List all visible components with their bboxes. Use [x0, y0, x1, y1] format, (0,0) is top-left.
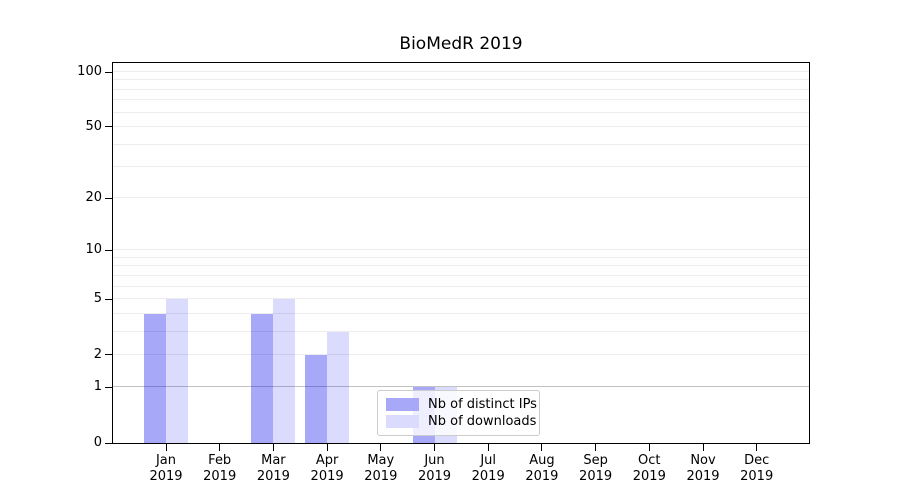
x-tick-label: Aug 2019 — [525, 453, 559, 484]
legend-item-distinct-ips: Nb of distinct IPs — [386, 396, 537, 413]
legend-swatch-downloads — [386, 415, 419, 428]
gridline — [113, 249, 809, 251]
gridline — [113, 285, 809, 287]
gridline — [113, 166, 809, 167]
y-tick — [105, 442, 112, 444]
y-tick — [105, 298, 112, 300]
y-tick — [105, 126, 112, 128]
gridline — [113, 197, 809, 199]
x-tick — [702, 444, 704, 451]
gridline-major — [113, 386, 809, 388]
legend-swatch-distinct-ips — [386, 398, 419, 411]
y-tick-label: 20 — [85, 190, 102, 206]
x-tick — [380, 444, 382, 451]
y-tick — [105, 354, 112, 356]
x-tick-label: Oct 2019 — [632, 453, 666, 484]
x-tick — [648, 444, 650, 451]
bars-layer — [113, 63, 809, 443]
x-tick-label: Apr 2019 — [310, 453, 344, 484]
legend-label-downloads: Nb of downloads — [428, 414, 537, 429]
gridline — [113, 274, 809, 276]
bar-distinct-ips — [144, 313, 166, 443]
y-tick-label: 0 — [93, 435, 102, 450]
x-tick-label: May 2019 — [364, 453, 398, 484]
gridline — [113, 99, 809, 101]
x-tick — [595, 444, 597, 451]
bar-downloads — [166, 299, 188, 443]
y-tick-label: 5 — [93, 291, 102, 306]
x-tick-label: Dec 2019 — [740, 453, 774, 484]
legend-item-downloads: Nb of downloads — [386, 413, 536, 430]
gridline — [113, 298, 809, 299]
gridline — [113, 330, 809, 332]
gridline — [113, 265, 809, 267]
gridline — [113, 256, 809, 258]
gridline — [113, 143, 809, 145]
bar-downloads — [327, 331, 350, 443]
y-tick — [105, 386, 112, 388]
gridline — [113, 111, 809, 113]
x-tick-label: Jun 2019 — [417, 453, 452, 484]
bar-distinct-ips — [305, 354, 328, 443]
x-tick-label: Jan 2019 — [149, 453, 183, 484]
gridline — [113, 88, 809, 90]
gridline — [113, 79, 809, 81]
legend: Nb of distinct IPs Nb of downloads — [377, 390, 540, 436]
bar-downloads — [273, 299, 296, 443]
x-tick — [541, 444, 543, 451]
x-tick — [219, 444, 221, 451]
x-tick-label: Nov 2019 — [686, 453, 720, 484]
y-tick — [105, 71, 112, 73]
x-tick — [165, 444, 167, 451]
gridline — [113, 71, 809, 72]
x-tick-label: Feb 2019 — [203, 453, 237, 484]
y-tick — [105, 197, 112, 199]
x-tick — [487, 444, 489, 451]
legend-label-distinct-ips: Nb of distinct IPs — [428, 397, 537, 412]
plot-area: Nb of distinct IPs Nb of downloads — [112, 62, 810, 444]
x-tick-label: Mar 2019 — [256, 453, 290, 484]
x-tick — [756, 444, 758, 451]
y-tick-label: 2 — [93, 346, 102, 362]
x-tick-label: Sep 2019 — [579, 453, 613, 484]
y-tick-label: 1 — [93, 379, 102, 395]
y-tick-label: 100 — [77, 64, 102, 79]
x-tick-label: Jul 2019 — [471, 453, 505, 484]
y-tick — [105, 249, 112, 251]
chart-title: BioMedR 2019 — [399, 34, 523, 54]
y-tick-label: 50 — [85, 118, 102, 134]
bar-distinct-ips — [251, 313, 274, 443]
y-tick-label: 10 — [85, 242, 102, 258]
gridline — [113, 353, 809, 355]
gridline — [113, 125, 809, 127]
x-tick — [434, 444, 435, 451]
gridline — [113, 312, 809, 314]
x-tick — [326, 444, 328, 451]
x-tick — [272, 444, 274, 451]
gridlines-layer — [113, 63, 809, 443]
